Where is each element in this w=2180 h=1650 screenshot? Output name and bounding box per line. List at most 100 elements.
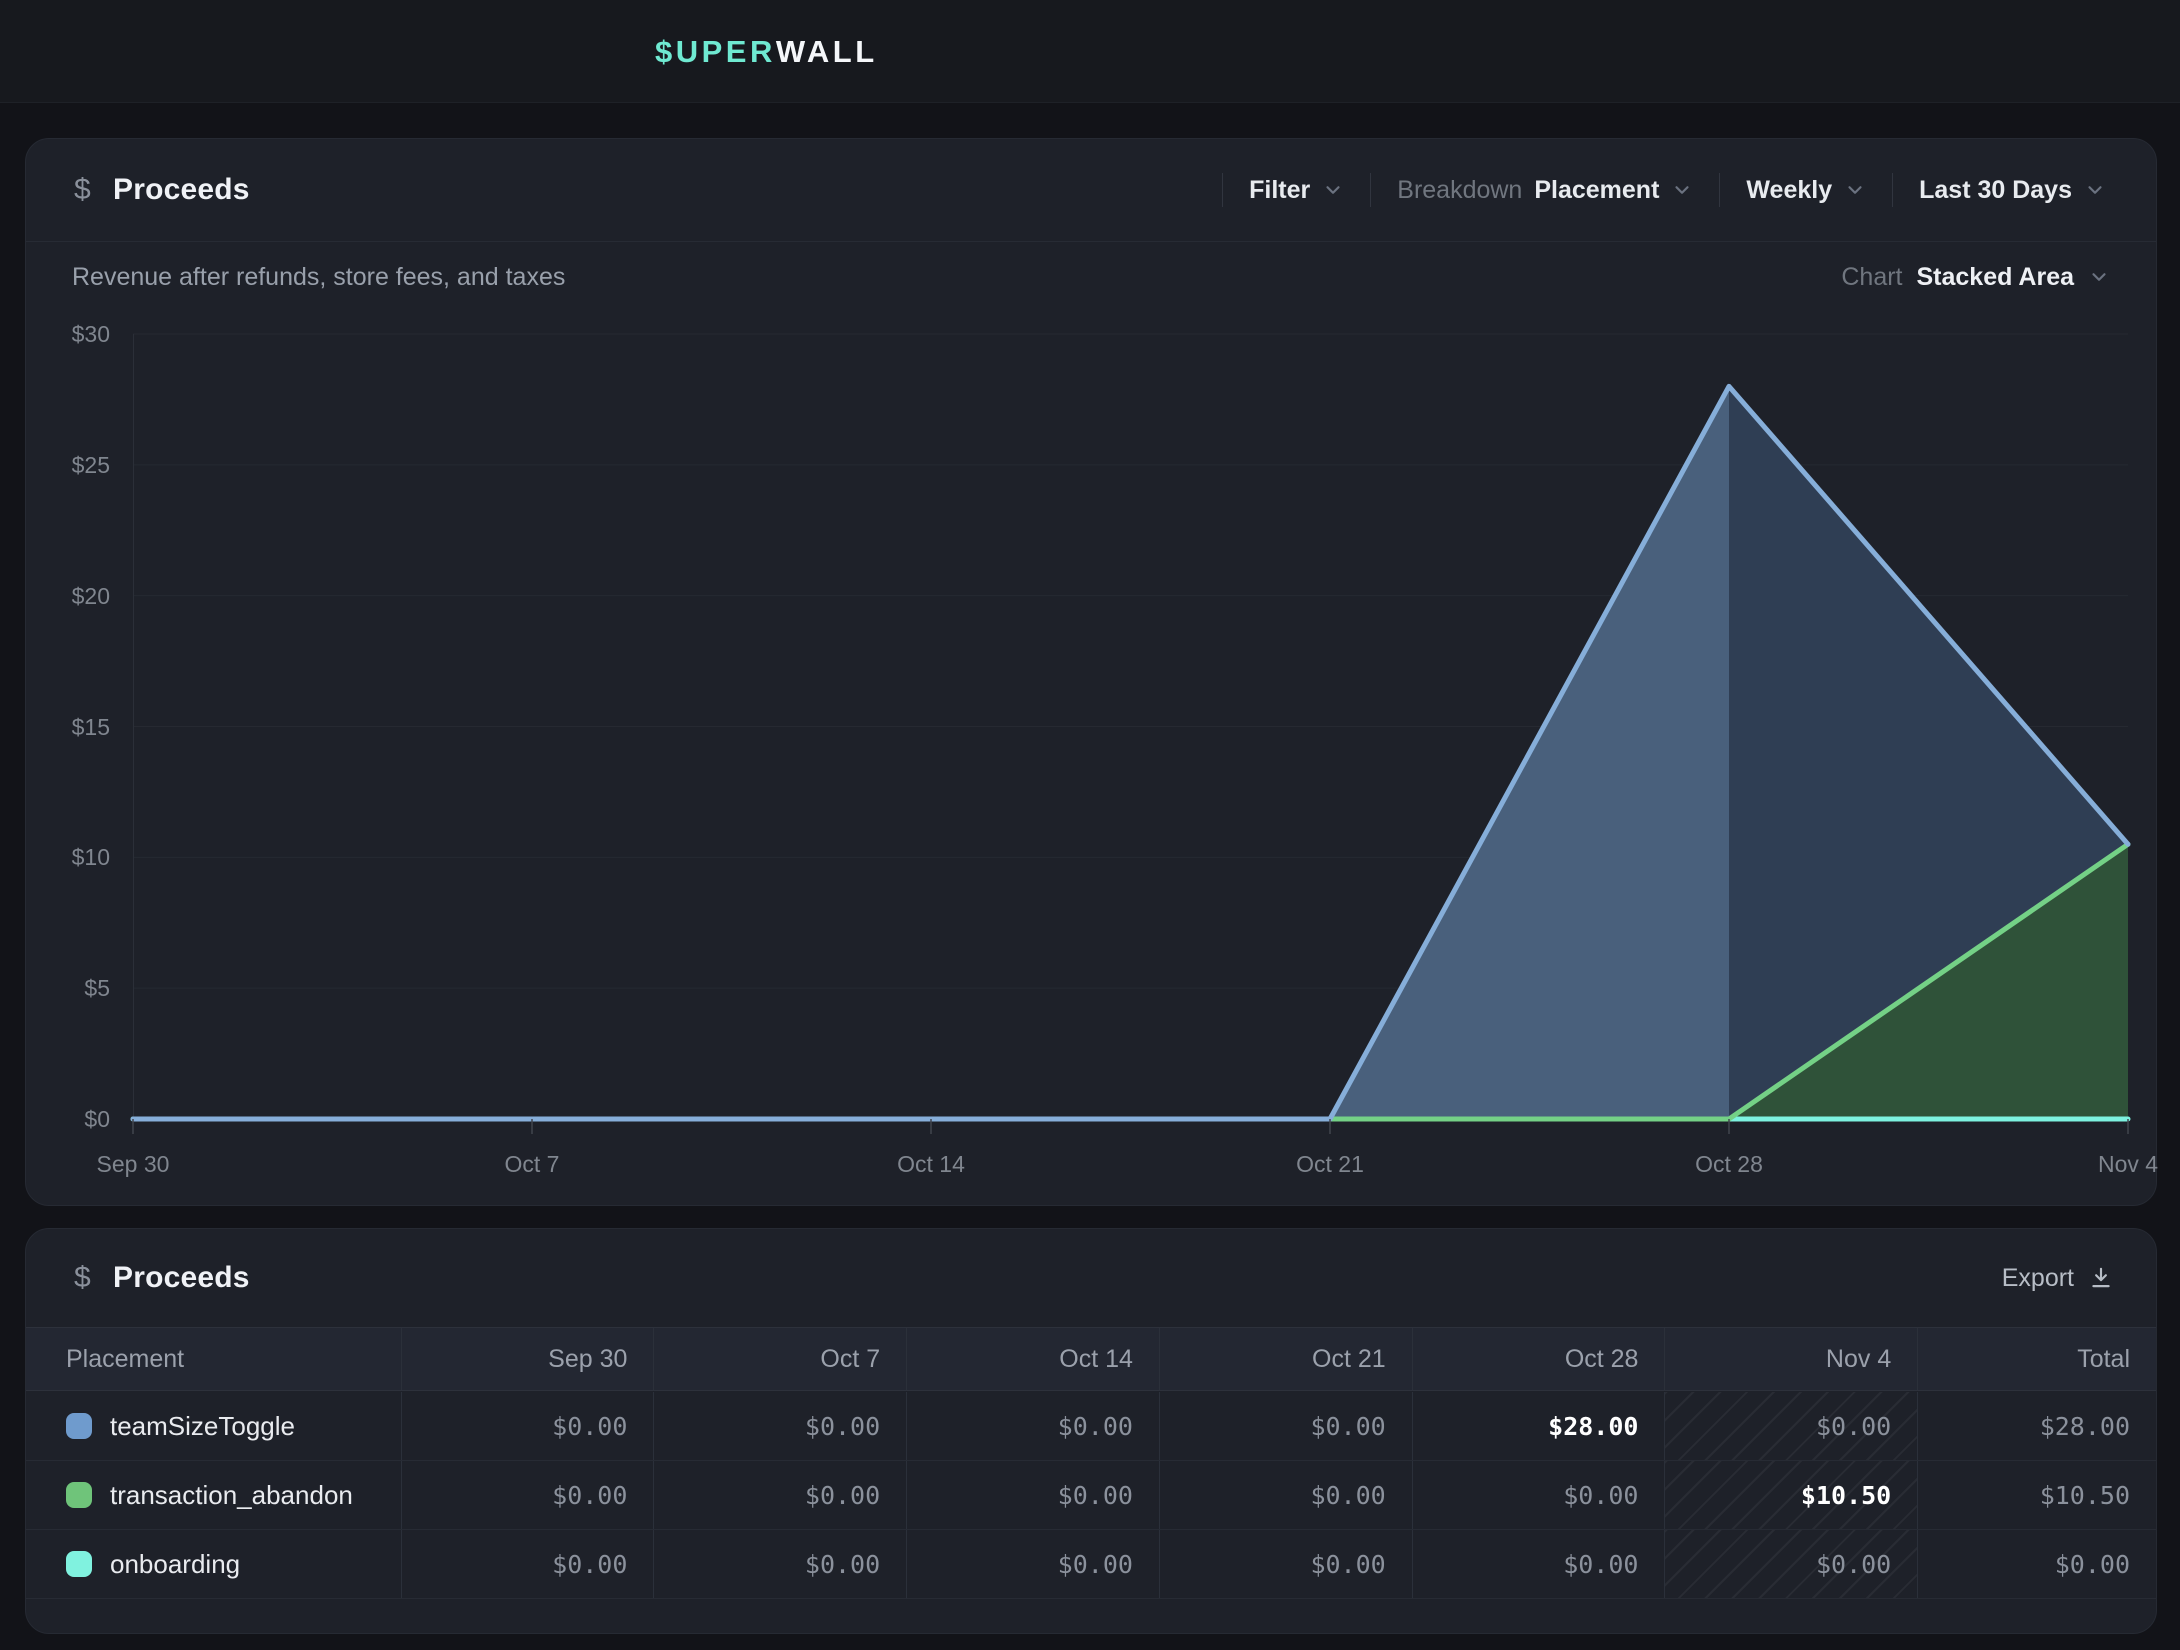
filter-label: Filter (1249, 176, 1310, 205)
value-text: $28.00 (1548, 1412, 1638, 1441)
value-text: $0.00 (552, 1481, 627, 1510)
value-cell: $0.00 (1412, 1461, 1665, 1529)
y-axis-label: $25 (38, 452, 110, 482)
date-range-dropdown[interactable]: Last 30 Days (1893, 176, 2132, 205)
placement-cell: teamSizeToggle (26, 1392, 401, 1460)
chevron-down-icon (1844, 179, 1866, 201)
value-cell: $10.50 (1664, 1461, 1917, 1529)
table-row: onboarding $0.00 $0.00 $0.00 $0.00 $0.00 $0.00… (26, 1530, 2156, 1599)
value-cell: $0.00 (1412, 1530, 1665, 1598)
value-text: $0.00 (1563, 1550, 1638, 1579)
table-card-header: $ Proceeds Export (26, 1229, 2156, 1327)
value-cell: $10.50 (1917, 1461, 2156, 1529)
chevron-down-icon (2088, 266, 2110, 288)
chart-subtitle: Revenue after refunds, store fees, and t… (72, 242, 565, 312)
y-axis-label: $30 (38, 321, 110, 351)
value-text: $0.00 (805, 1550, 880, 1579)
filter-dropdown[interactable]: Filter (1223, 176, 1370, 205)
value-cell: $0.00 (1159, 1461, 1412, 1529)
superwall-logo[interactable]: $UPERWALL (655, 0, 878, 103)
chevron-down-icon (1671, 179, 1693, 201)
chevron-down-icon (1322, 179, 1344, 201)
value-cell: $0.00 (1159, 1530, 1412, 1598)
logo-primary: $UPER (655, 34, 776, 70)
value-cell: $0.00 (1664, 1392, 1917, 1460)
chart-card-title: Proceeds (113, 139, 250, 241)
value-text: $0.00 (1310, 1412, 1385, 1441)
export-button[interactable]: Export (2002, 1229, 2114, 1327)
value-text: $0.00 (1816, 1550, 1891, 1579)
value-text: $10.50 (1801, 1481, 1891, 1510)
placement-name: teamSizeToggle (110, 1411, 295, 1442)
chart-type-value: Stacked Area (1917, 263, 2075, 292)
interval-dropdown[interactable]: Weekly (1720, 176, 1892, 205)
proceeds-table-card: $ Proceeds Export PlacementSep 30Oct 7Oc… (25, 1228, 2157, 1634)
value-cell: $28.00 (1917, 1392, 2156, 1460)
value-text: $0.00 (1563, 1481, 1638, 1510)
table-header-cell: Oct 28 (1412, 1328, 1665, 1390)
value-text: $0.00 (805, 1412, 880, 1441)
table-row: teamSizeToggle $0.00 $0.00 $0.00 $0.00 $28.00… (26, 1392, 2156, 1461)
table-header-cell: Oct 14 (906, 1328, 1159, 1390)
value-text: $0.00 (552, 1412, 627, 1441)
placement-name: transaction_abandon (110, 1480, 353, 1511)
value-cell: $0.00 (1917, 1530, 2156, 1598)
table-header-cell: Oct 21 (1159, 1328, 1412, 1390)
proceeds-chart-card: $ Proceeds Filter Breakdown Placement We… (25, 138, 2157, 1206)
top-navigation-bar: $UPERWALL (0, 0, 2180, 103)
value-text: $10.50 (2040, 1481, 2130, 1510)
y-axis-label: $15 (38, 714, 110, 744)
chart-type-label: Chart (1841, 263, 1902, 292)
x-axis-label: Oct 7 (505, 1151, 560, 1178)
table-header-cell: Nov 4 (1664, 1328, 1917, 1390)
breakdown-dropdown[interactable]: Breakdown Placement (1371, 176, 1719, 205)
chart-card-header: $ Proceeds Filter Breakdown Placement We… (26, 139, 2156, 241)
value-cell: $0.00 (1664, 1530, 1917, 1598)
table-body: teamSizeToggle $0.00 $0.00 $0.00 $0.00 $28.00… (26, 1392, 2156, 1599)
value-cell: $0.00 (653, 1392, 906, 1460)
value-cell: $0.00 (906, 1392, 1159, 1460)
logo-secondary: WALL (776, 34, 878, 70)
placement-name: onboarding (110, 1549, 240, 1580)
x-axis-label: Nov 4 (2098, 1151, 2158, 1178)
value-cell: $0.00 (1159, 1392, 1412, 1460)
date-range-value: Last 30 Days (1919, 176, 2072, 205)
y-axis-label: $20 (38, 583, 110, 613)
legend-swatch (66, 1551, 92, 1577)
value-text: $28.00 (2040, 1412, 2130, 1441)
table-row: transaction_abandon $0.00 $0.00 $0.00 $0.00 $… (26, 1461, 2156, 1530)
chart-subheader: Revenue after refunds, store fees, and t… (26, 242, 2156, 312)
stacked-area-chart (133, 334, 2128, 1135)
table-header-cell: Total (1917, 1328, 2156, 1390)
breakdown-value: Placement (1534, 176, 1659, 205)
value-cell: $0.00 (653, 1461, 906, 1529)
value-text: $0.00 (1058, 1412, 1133, 1441)
value-cell: $0.00 (401, 1392, 654, 1460)
value-cell: $28.00 (1412, 1392, 1665, 1460)
dollar-icon: $ (74, 1229, 91, 1327)
chevron-down-icon (2084, 179, 2106, 201)
table-header-cell: Sep 30 (401, 1328, 654, 1390)
value-text: $0.00 (2055, 1550, 2130, 1579)
y-axis-label: $0 (38, 1106, 110, 1136)
value-text: $0.00 (1058, 1550, 1133, 1579)
chart-type-dropdown[interactable]: Chart Stacked Area (1841, 242, 2110, 312)
legend-swatch (66, 1482, 92, 1508)
breakdown-label: Breakdown (1397, 176, 1522, 205)
export-label: Export (2002, 1264, 2074, 1293)
placement-cell: onboarding (26, 1530, 401, 1598)
value-cell: $0.00 (401, 1461, 654, 1529)
interval-value: Weekly (1746, 176, 1832, 205)
value-text: $0.00 (552, 1550, 627, 1579)
table-header-cell: Oct 7 (653, 1328, 906, 1390)
x-axis-label: Oct 21 (1296, 1151, 1364, 1178)
table-header-row: PlacementSep 30Oct 7Oct 14Oct 21Oct 28No… (26, 1327, 2156, 1391)
legend-swatch (66, 1413, 92, 1439)
placement-cell: transaction_abandon (26, 1461, 401, 1529)
dollar-icon: $ (74, 139, 91, 241)
value-text: $0.00 (1310, 1481, 1385, 1510)
value-text: $0.00 (1310, 1550, 1385, 1579)
table-header-cell: Placement (26, 1328, 401, 1390)
value-cell: $0.00 (653, 1530, 906, 1598)
value-text: $0.00 (1058, 1481, 1133, 1510)
